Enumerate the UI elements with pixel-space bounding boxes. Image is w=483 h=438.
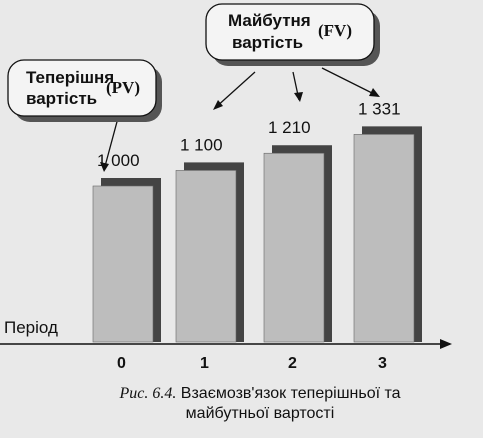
pv-label-line1: Теперішня <box>26 68 114 87</box>
caption-text-line1: Взаємозв'язок теперішньої та <box>180 385 401 402</box>
bar-1 <box>175 170 237 343</box>
pv-abbr: (PV) <box>106 78 140 97</box>
pv-arrow <box>103 117 119 171</box>
bar-2 <box>263 152 325 343</box>
x-axis-label: Період <box>4 318 58 337</box>
fv-arrow-1 <box>214 71 256 109</box>
x-axis-arrow <box>440 339 452 349</box>
x-tick-label-0: 0 <box>117 355 126 372</box>
x-tick-label-2: 2 <box>288 355 297 372</box>
present-value-callout: Теперішня вартість (PV) <box>7 59 162 122</box>
bar-0 <box>92 185 154 343</box>
figure-number: Рис. 6.4. <box>119 385 177 402</box>
fv-label-line2: вартість <box>232 33 303 52</box>
fv-label-line1: Майбутня <box>228 11 311 30</box>
fv-arrow-3 <box>321 67 379 97</box>
future-value-callout: Майбутня вартість (FV) <box>205 3 380 66</box>
x-tick-label-3: 3 <box>378 355 387 372</box>
bar-3 <box>353 134 415 343</box>
value-label-1: 1 100 <box>180 135 223 154</box>
x-tick-label-1: 1 <box>200 355 209 372</box>
value-label-3: 1 331 <box>358 99 401 118</box>
pv-label-line2: вартість <box>26 89 97 108</box>
fv-abbr: (FV) <box>318 21 352 40</box>
figure-caption: Рис. 6.4. Взаємозв'язок теперішньої та м… <box>60 384 460 424</box>
value-label-2: 1 210 <box>268 118 311 137</box>
caption-text-line2: майбутньої вартості <box>185 405 335 422</box>
